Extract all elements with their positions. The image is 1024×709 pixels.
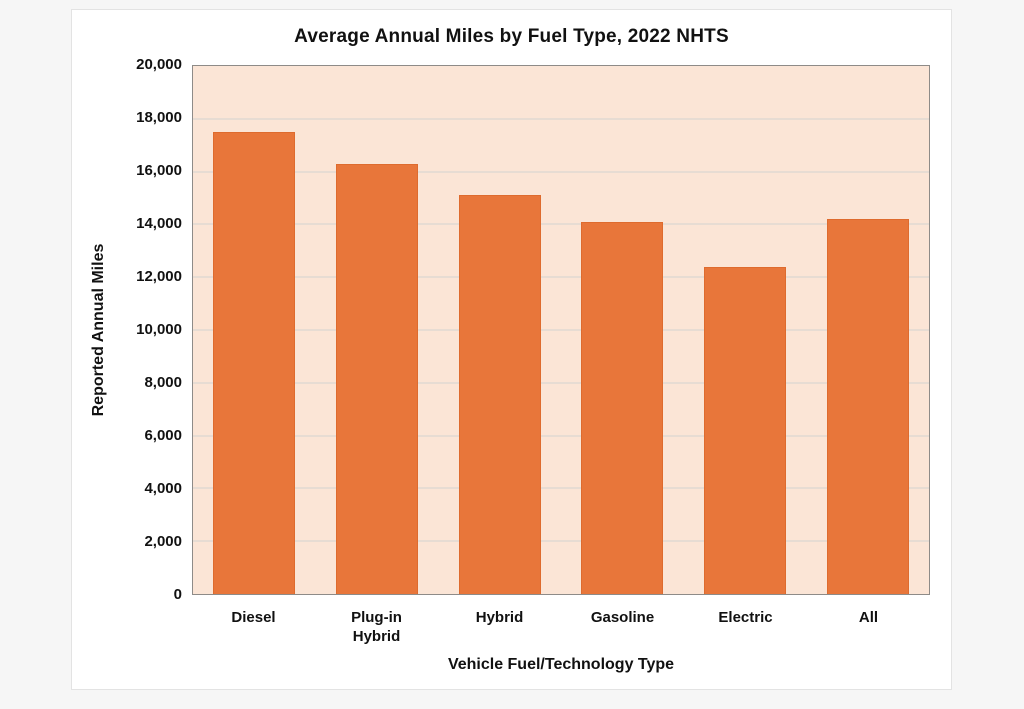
- y-tick-label: 18,000: [136, 109, 182, 126]
- gridline: [193, 434, 929, 437]
- x-tick-label: Electric: [718, 609, 773, 626]
- gridline: [193, 540, 929, 543]
- bar-diesel: [213, 132, 296, 594]
- y-tick-label: 2,000: [144, 533, 182, 550]
- bar-electric: [703, 266, 787, 594]
- y-tick-label: 12,000: [136, 268, 182, 285]
- y-tick-label: 16,000: [136, 162, 182, 179]
- bar-gasoline: [581, 221, 664, 594]
- bar-slot: [806, 66, 929, 594]
- gridline: [193, 170, 929, 173]
- gridline: [193, 223, 929, 226]
- x-tick-label: Plug-in Hybrid: [351, 609, 402, 645]
- gridline: [193, 276, 929, 279]
- y-tick-label: 0: [173, 586, 182, 603]
- bar-slot: [193, 66, 316, 594]
- y-axis-tick-labels: 0 2,000 4,000 6,000 8,000 10,000 12,000 14,000 1…: [72, 56, 182, 603]
- gridline: [193, 381, 929, 384]
- gridline: [193, 487, 929, 490]
- y-tick-label: 14,000: [136, 215, 182, 232]
- bar-plug-in-hybrid: [335, 163, 419, 594]
- y-tick-label: 6,000: [144, 427, 182, 444]
- chart-figure: Average Annual Miles by Fuel Type, 2022 …: [71, 9, 952, 690]
- plot-area: [192, 65, 930, 595]
- y-tick-label: 10,000: [136, 321, 182, 338]
- bar-slot: [684, 66, 807, 594]
- x-axis-tick-labels: Diesel Plug-in Hybrid Hybrid Gasoline Electr…: [192, 602, 930, 646]
- bar-slot: [561, 66, 684, 594]
- bar-slot: [316, 66, 439, 594]
- bars-container: [193, 66, 929, 594]
- bar-hybrid: [458, 195, 541, 594]
- x-tick-label: Hybrid: [475, 609, 524, 626]
- x-tick-label: Gasoline: [590, 609, 655, 626]
- x-axis-title: Vehicle Fuel/Technology Type: [447, 656, 675, 673]
- y-tick-label: 4,000: [144, 480, 182, 497]
- bar-slot: [438, 66, 561, 594]
- x-tick-label: Diesel: [231, 609, 276, 626]
- x-tick-label: All: [858, 609, 879, 626]
- gridline: [193, 329, 929, 331]
- chart-title: Average Annual Miles by Fuel Type, 2022 …: [294, 26, 729, 47]
- y-tick-label: 20,000: [136, 56, 182, 73]
- y-tick-label: 8,000: [144, 374, 182, 391]
- bar-all: [826, 219, 909, 594]
- gridline: [193, 117, 929, 120]
